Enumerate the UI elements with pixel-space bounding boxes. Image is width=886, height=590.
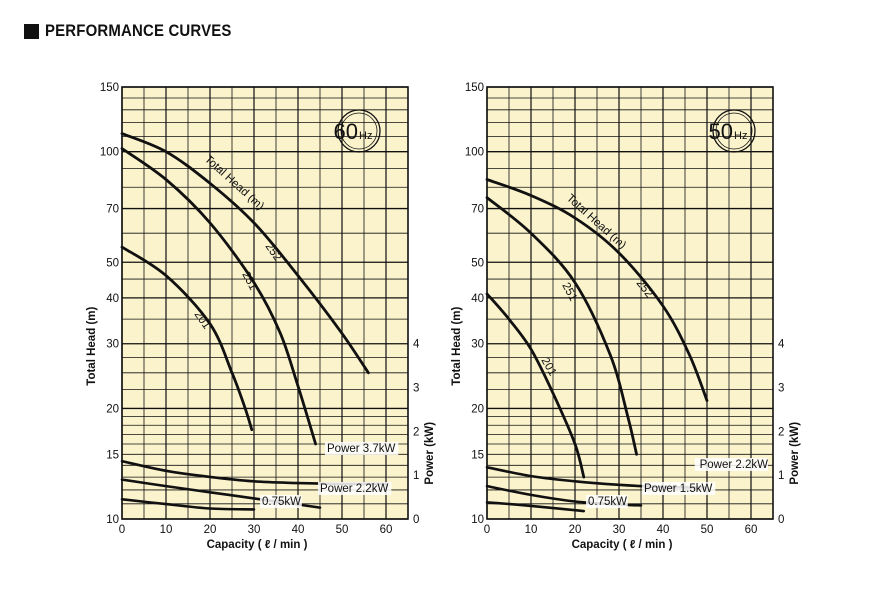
power-curve-label: 0.75kW <box>588 496 627 508</box>
power-curve <box>485 501 586 513</box>
performance-chart-60hz: 0 10 20 30 40 50 601015203040507010015001234Ca… <box>86 82 436 551</box>
plot-frame <box>121 86 409 520</box>
y-tick-label: 20 <box>106 403 119 415</box>
y-axis-label: Total Head (m) <box>451 307 463 386</box>
power-curve-label: 0.75kW <box>262 496 301 508</box>
y2-tick-label: 2 <box>778 426 784 438</box>
y-tick-label: 15 <box>471 449 484 461</box>
head-curve-label-252: 252 <box>634 277 655 300</box>
power-curve-label: Power 3.7kW <box>327 443 396 455</box>
x-tick-label: 60 <box>380 524 393 536</box>
y2-tick-label: 3 <box>413 383 419 395</box>
x-tick-label: 10 <box>160 524 173 536</box>
head-curve-201 <box>485 292 586 479</box>
page-title: PERFORMANCE CURVES <box>45 21 232 40</box>
y-tick-label: 150 <box>465 82 484 94</box>
y-tick-label: 10 <box>106 514 119 526</box>
y-tick-label: 10 <box>471 514 484 526</box>
x-tick-label: 40 <box>292 524 305 536</box>
x-axis-label: Capacity ( ℓ / min ) <box>572 539 673 551</box>
y-tick-label: 20 <box>471 403 484 415</box>
y2-tick-label: 4 <box>413 339 420 351</box>
title-square-icon <box>24 23 39 39</box>
hz-badge-circle <box>712 109 756 153</box>
y-tick-label: 100 <box>100 147 119 159</box>
y-tick-label: 40 <box>471 293 484 305</box>
power-curve-label: Power 2.2kW <box>320 483 389 495</box>
y2-tick-label: 1 <box>413 470 419 482</box>
plot-frame <box>486 86 774 520</box>
x-tick-label: 60 <box>745 524 758 536</box>
chart-panel-50hz: 0 10 20 30 40 50 601015203040507010015001234Ca… <box>451 82 801 551</box>
x-tick-label: 20 <box>204 524 217 536</box>
hz-badge-inner-circle <box>340 112 378 150</box>
power-label-backing <box>325 442 399 455</box>
power-curve <box>485 484 643 507</box>
head-curve-251 <box>120 147 317 446</box>
y-tick-label: 50 <box>106 257 119 269</box>
power-label-backing <box>318 482 392 495</box>
head-curve-label-201: 201 <box>538 356 558 379</box>
x-tick-label: 30 <box>248 524 261 536</box>
y2-tick-label: 4 <box>778 339 785 351</box>
y-tick-label: 150 <box>100 82 119 94</box>
plot-background <box>487 87 773 519</box>
x-tick-label: 20 <box>569 524 582 536</box>
y-tick-label: 30 <box>106 339 119 351</box>
hz-badge-number: 60 <box>334 119 358 144</box>
y2-tick-label: 0 <box>778 514 784 526</box>
y-tick-label: 100 <box>465 147 484 159</box>
chart-panel-60hz: 0 10 20 30 40 50 601015203040507010015001234Ca… <box>86 82 436 551</box>
y-tick-label: 15 <box>106 449 119 461</box>
x-tick-label: 0 <box>484 524 490 536</box>
y2-tick-label: 0 <box>413 514 419 526</box>
head-curve-252 <box>485 178 709 402</box>
y-axis-label: Total Head (m) <box>86 307 98 386</box>
x-tick-label: 0 <box>119 524 125 536</box>
hz-badge-number: 50 <box>709 119 733 144</box>
power-curve-label: Power 1.5kW <box>644 483 713 495</box>
y2-tick-label: 2 <box>413 426 419 438</box>
head-curve-201 <box>120 245 254 432</box>
y-tick-label: 70 <box>471 204 484 216</box>
hz-badge-unit: Hz <box>359 130 372 142</box>
power-curve <box>485 466 709 489</box>
y-tick-label: 70 <box>106 204 119 216</box>
y2-axis-label: Power (kW) <box>789 422 801 485</box>
grid-lines <box>121 86 409 520</box>
y2-tick-label: 1 <box>778 470 784 482</box>
x-tick-label: 10 <box>525 524 538 536</box>
y-tick-label: 40 <box>106 293 119 305</box>
power-label-backing <box>586 495 628 508</box>
head-curve-caption: Total Head (m) <box>564 192 628 251</box>
power-label-backing <box>260 495 302 508</box>
x-tick-label: 30 <box>613 524 626 536</box>
x-tick-label: 50 <box>336 524 349 536</box>
y2-tick-label: 3 <box>778 383 784 395</box>
y-tick-label: 30 <box>471 339 484 351</box>
head-curve-label-251: 251 <box>559 281 579 304</box>
y2-axis-label: Power (kW) <box>424 422 436 485</box>
power-label-backing <box>642 482 716 495</box>
x-tick-label: 40 <box>657 524 670 536</box>
grid-lines <box>486 86 774 520</box>
x-axis-label: Capacity ( ℓ / min ) <box>207 539 308 551</box>
hz-badge-unit: Hz <box>734 130 747 142</box>
power-curve-label: Power 2.2kW <box>700 459 769 471</box>
hz-badge-inner-circle <box>715 112 753 150</box>
x-tick-label: 50 <box>701 524 714 536</box>
y-tick-label: 50 <box>471 257 484 269</box>
hz-badge-circle <box>337 109 381 153</box>
page-title-row: PERFORMANCE CURVES <box>24 20 257 42</box>
head-curve-252 <box>120 132 370 375</box>
power-curve <box>120 498 256 511</box>
head-curve-251 <box>485 196 638 456</box>
power-label-backing <box>694 458 768 471</box>
